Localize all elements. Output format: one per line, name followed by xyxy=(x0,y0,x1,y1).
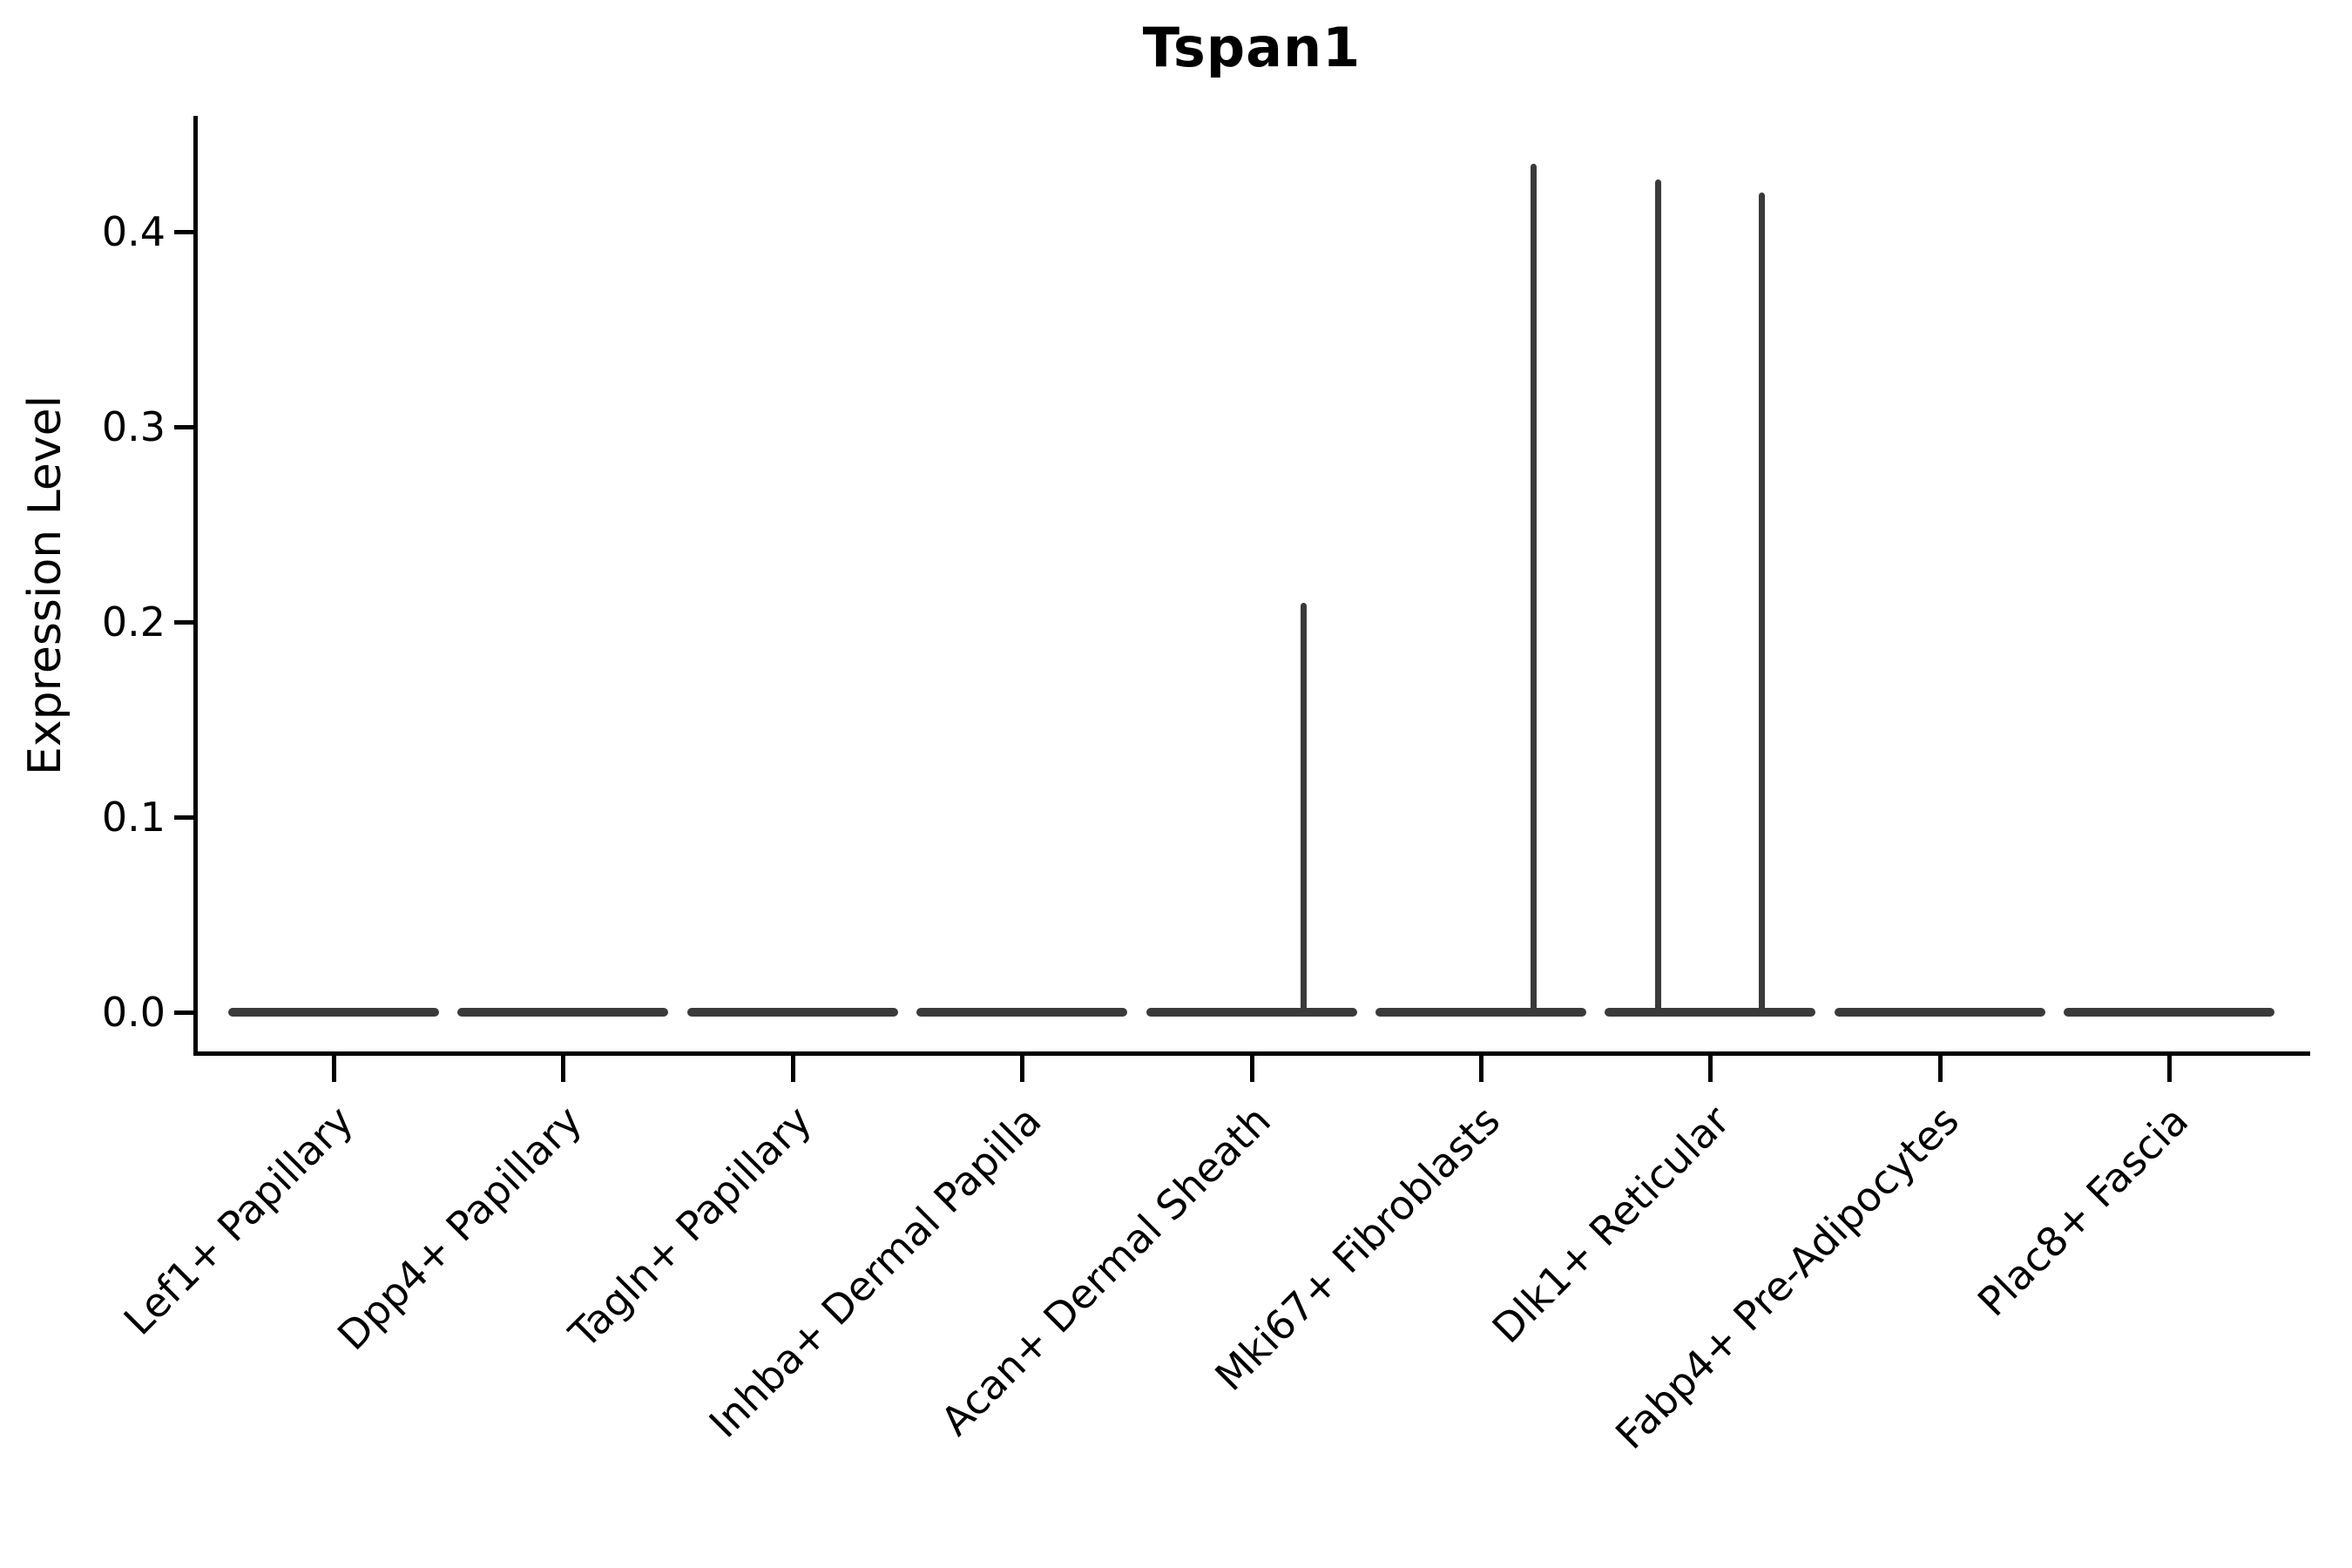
x-tick xyxy=(1479,1056,1484,1082)
x-tick xyxy=(1249,1056,1254,1082)
y-axis-spine xyxy=(193,116,198,1056)
x-tick-label: Lef1+ Papillary xyxy=(114,1097,362,1344)
x-tick xyxy=(332,1056,336,1082)
x-tick xyxy=(2167,1056,2173,1082)
x-tick xyxy=(1020,1056,1025,1082)
violin-body xyxy=(1605,1008,1816,1017)
chart-title: Tspan1 xyxy=(1142,16,1362,79)
violin-body xyxy=(916,1008,1128,1017)
y-tick xyxy=(174,620,193,625)
violin-spike xyxy=(1301,602,1308,1012)
y-tick-label: 0.3 xyxy=(101,403,166,450)
y-axis-label-box: Expression Level xyxy=(0,116,91,1054)
x-tick xyxy=(1937,1056,1943,1082)
y-tick-label: 0.0 xyxy=(101,989,166,1036)
y-tick xyxy=(174,230,193,234)
violin-body xyxy=(457,1008,669,1017)
y-tick-label: 0.2 xyxy=(101,598,166,645)
violin-spike xyxy=(1654,179,1661,1012)
violin-body xyxy=(1375,1008,1586,1017)
x-tick-label: Tagln+ Papillary xyxy=(560,1097,821,1357)
violin-spike xyxy=(1530,163,1537,1012)
x-tick-label: Dlk1+ Reticular xyxy=(1483,1097,1739,1353)
y-tick xyxy=(174,815,193,820)
x-tick xyxy=(790,1056,795,1082)
violin-body xyxy=(1834,1008,2045,1017)
violin-body xyxy=(2064,1008,2275,1017)
x-axis-spine xyxy=(193,1051,2310,1056)
y-axis-label: Expression Level xyxy=(19,395,71,775)
y-tick-label: 0.1 xyxy=(101,794,166,841)
y-tick xyxy=(174,1010,193,1015)
x-tick xyxy=(561,1056,566,1082)
y-tick-label: 0.4 xyxy=(101,208,166,255)
y-tick xyxy=(174,425,193,429)
x-tick-label: Plac8+ Fascia xyxy=(1968,1097,2198,1326)
violin-body xyxy=(686,1008,898,1017)
violin-body xyxy=(1146,1008,1357,1017)
x-tick xyxy=(1708,1056,1713,1082)
x-tick-label: Dpp4+ Papillary xyxy=(328,1097,591,1360)
violin-body xyxy=(228,1008,439,1017)
violin-spike xyxy=(1758,193,1765,1012)
